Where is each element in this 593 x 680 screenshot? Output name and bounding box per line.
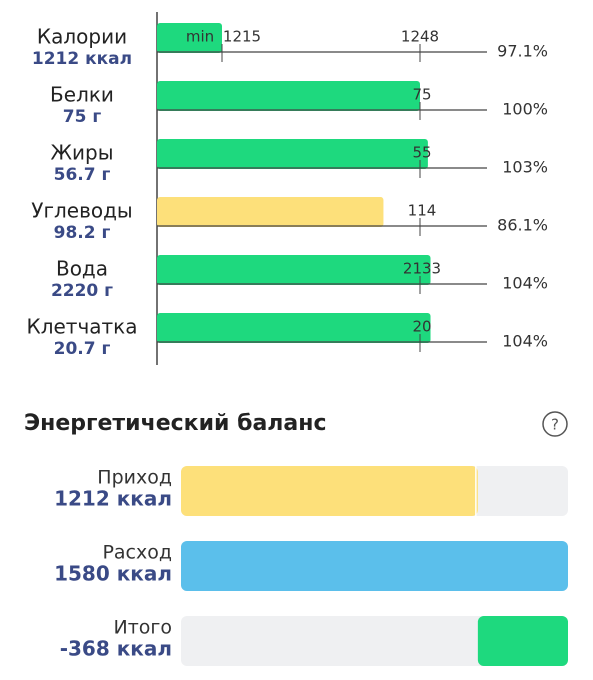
target-label: 1248 — [401, 28, 439, 46]
calorie-bar — [157, 23, 222, 53]
nutrient-bar — [157, 197, 384, 227]
section-title: Энергетический баланс — [24, 411, 327, 436]
nutrient-name: Клетчатка — [27, 315, 138, 339]
nutrient-amount: 20.7 г — [54, 339, 111, 359]
energy-bar — [181, 541, 568, 591]
target-label: 2133 — [403, 260, 441, 278]
nutrient-name: Белки — [50, 83, 114, 107]
nutrient-name: Вода — [56, 257, 108, 281]
energy-bar — [477, 616, 568, 666]
nutrient-name: Калории — [37, 25, 127, 49]
energy-label: Итого — [113, 617, 172, 639]
energy-label: Расход — [102, 542, 172, 564]
energy-value: 1580 ккал — [54, 562, 172, 586]
nutrient-bar — [157, 313, 431, 343]
help-icon[interactable] — [542, 411, 568, 437]
nutrient-name: Жиры — [50, 141, 113, 165]
percent-label: 86.1% — [497, 216, 548, 235]
nutrient-amount: 56.7 г — [54, 165, 111, 185]
nutrient-amount: 1212 ккал — [32, 49, 132, 69]
energy-label: Приход — [97, 467, 172, 489]
percent-label: 104% — [502, 274, 548, 293]
energy-value: 1212 ккал — [54, 487, 172, 511]
energy-value: -368 ккал — [60, 637, 172, 661]
nutrient-amount: 75 г — [63, 107, 102, 127]
energy-bar — [181, 466, 478, 516]
target-label: 55 — [412, 144, 431, 162]
target-label: 20 — [412, 318, 431, 336]
percent-label: 100% — [502, 100, 548, 119]
percent-label: 97.1% — [497, 42, 548, 61]
track — [181, 616, 568, 666]
nutrient-amount: 2220 г — [51, 281, 113, 301]
min-target: 1215 — [223, 28, 261, 46]
nutrient-bar — [157, 139, 428, 169]
percent-label: 103% — [502, 158, 548, 177]
target-label: 114 — [408, 202, 437, 220]
min-label: min — [186, 28, 214, 46]
percent-label: 104% — [502, 332, 548, 351]
nutrient-name: Углеводы — [31, 199, 132, 223]
nutrient-bar — [157, 255, 431, 285]
nutrient-bar — [157, 81, 420, 111]
target-label: 75 — [412, 86, 431, 104]
help-label[interactable]: ? — [551, 416, 559, 434]
nutrient-amount: 98.2 г — [54, 223, 111, 243]
